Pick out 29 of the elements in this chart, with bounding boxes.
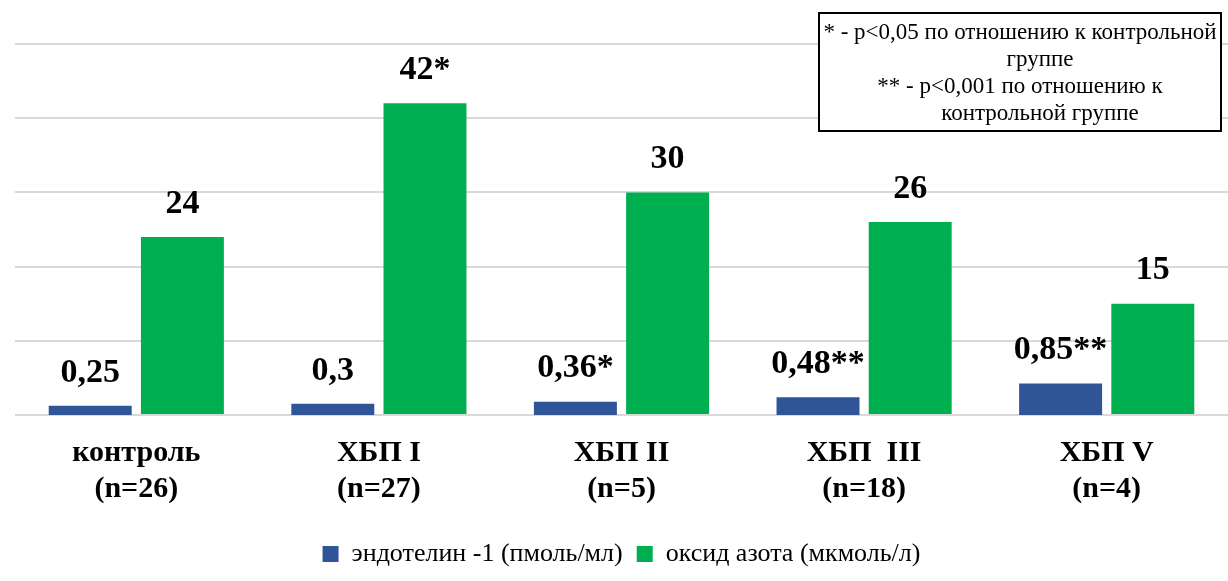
data-label: 26 xyxy=(893,167,928,205)
bar xyxy=(626,192,710,414)
x-tick-label: ХБП II (n=5) xyxy=(573,433,670,504)
x-tick-label: ХБП V (n=4) xyxy=(1059,433,1155,504)
data-label: 15 xyxy=(1135,249,1170,287)
data-label: 0,36* xyxy=(537,347,614,385)
data-label: 0,3 xyxy=(311,349,355,387)
data-label: 30 xyxy=(650,138,685,176)
data-label: 0,25 xyxy=(60,351,120,389)
legend-label: эндотелин -1 (пмоль/мл) xyxy=(351,537,623,567)
annotation: * - p<0,05 по отношению к контрольной группе xyxy=(822,18,1218,72)
data-label: 42* xyxy=(399,49,451,87)
bar xyxy=(776,397,860,415)
bar xyxy=(140,236,224,414)
bar xyxy=(383,103,467,414)
bar xyxy=(48,405,132,415)
x-tick-label: контроль (n=26) xyxy=(72,433,201,504)
data-label: 0,48** xyxy=(771,342,865,380)
bar xyxy=(868,222,952,414)
legend-label: оксид азота (мкмоль/л) xyxy=(665,537,921,567)
bar xyxy=(533,401,617,415)
bar xyxy=(1111,303,1195,414)
x-tick-label: ХБП III (n=18) xyxy=(806,433,922,504)
data-label: 24 xyxy=(165,182,200,220)
annotation: ** - p<0,001 по отношению к контрольной группе xyxy=(876,72,1164,126)
bar xyxy=(291,403,375,415)
data-label: 0,85** xyxy=(1013,329,1108,367)
bar xyxy=(1019,383,1103,415)
x-tick-label: ХБП I (n=27) xyxy=(336,433,421,504)
